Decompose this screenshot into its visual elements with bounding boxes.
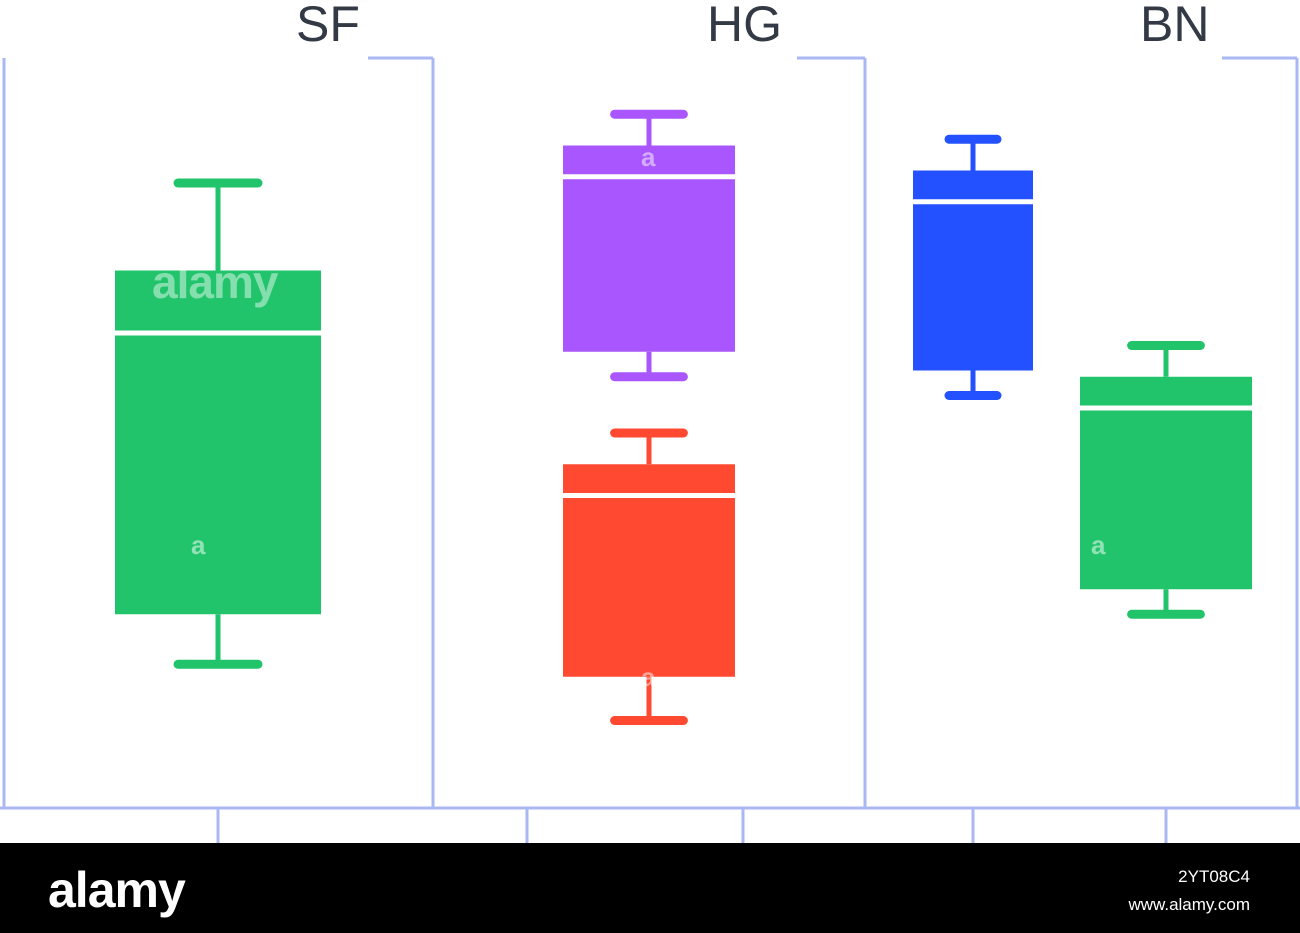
footer-url: www.alamy.com <box>1128 895 1250 914</box>
box-hg-2 <box>563 464 735 677</box>
watermark-glyph: a <box>1091 530 1106 560</box>
box-sf-1 <box>115 270 321 615</box>
panel-title-sf: SF <box>296 0 360 52</box>
stock-footer-bar: alamy 2YT08C4 www.alamy.com <box>0 843 1300 933</box>
panel-title-bn: BN <box>1140 0 1210 52</box>
panel-title-hg: HG <box>707 0 782 52</box>
watermark-glyph: a <box>191 530 206 560</box>
box-hg-1 <box>563 145 735 352</box>
watermark-glyph: a <box>641 142 656 172</box>
box-plot-chart <box>0 56 1300 843</box>
alamy-logo: alamy <box>48 862 186 918</box>
watermark-glyph: a <box>641 662 656 692</box>
image-id: 2YT08C4 <box>1178 867 1250 886</box>
box-bn-2 <box>1080 376 1252 590</box>
watermark-text: alamy <box>152 256 278 308</box>
